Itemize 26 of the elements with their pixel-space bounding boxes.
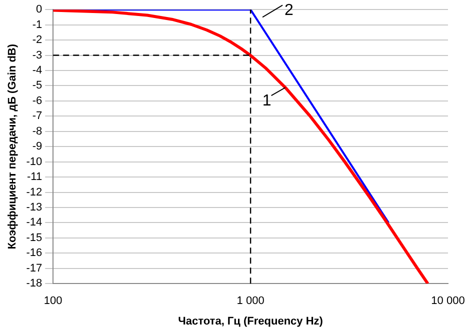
y-tick-label: -9 [32,140,42,153]
y-tick-label: -8 [32,125,42,138]
y-tick-label: -11 [27,171,42,184]
y-tick-label: -5 [32,80,42,92]
y-tick-label: -1 [32,18,42,31]
y-tick-label: -16 [26,247,42,260]
y-tick-label: -6 [32,94,42,107]
y-tick-label: -4 [32,64,42,77]
x-tick-label: 100 [44,295,62,308]
y-tick-label: -7 [32,110,42,122]
y-tick-label: 0 [36,4,42,16]
y-tick-label: -15 [26,232,42,244]
y-tick-label: -10 [26,156,42,168]
y-tick-label: -2 [32,34,42,46]
y-axis-title: Коэффициент передачи, дБ (Gain dB) [6,44,19,250]
x-axis-title: Частота, Гц (Frequency Hz) [178,315,324,328]
annotation: 1 [262,92,272,110]
annotation: 2 [284,2,294,20]
y-tick-label: -17 [26,262,42,274]
x-tick-label: 10 000 [431,295,465,308]
y-tick-label: -14 [26,216,42,229]
y-tick-label: -18 [26,278,42,290]
y-tick-label: -3 [32,49,42,62]
y-tick-label: -13 [26,202,42,214]
y-tick-label: -12 [26,186,42,198]
x-tick-label: 1 000 [236,295,264,308]
